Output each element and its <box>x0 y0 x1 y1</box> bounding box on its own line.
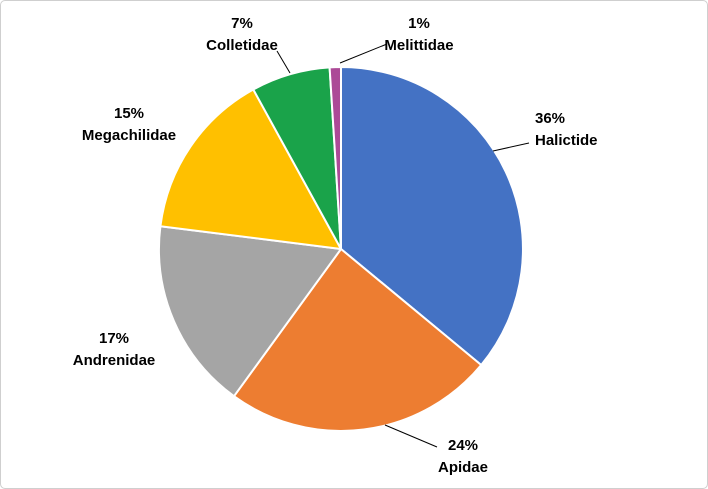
slice-label-colletidae: 7% Colletidae <box>206 15 278 54</box>
slice-label-name: Megachilidae <box>82 127 176 144</box>
pie-slice-andrenidae <box>157 225 342 398</box>
slice-label-halictide: 36% Halictide <box>535 110 598 149</box>
slice-label-apidae: 24% Apidae <box>438 437 488 476</box>
pie-slice-halictide <box>340 66 524 366</box>
leader-line-halictide <box>492 142 530 152</box>
slice-label-name: Melittidae <box>384 37 453 54</box>
slice-label-name: Andrenidae <box>73 352 156 369</box>
leader-line-melittidae <box>339 43 388 64</box>
slice-label-andrenidae: 17% Andrenidae <box>73 330 156 369</box>
pie-slice-melittidae <box>328 66 342 250</box>
pie-slice-megachilidae <box>159 88 342 250</box>
slice-label-percent: 17% <box>99 330 129 347</box>
slice-label-name: Halictide <box>535 132 598 149</box>
slice-label-percent: 36% <box>535 110 565 127</box>
leader-line-apidae <box>384 424 438 448</box>
slice-label-percent: 1% <box>408 15 430 32</box>
leader-line-colletidae <box>276 50 291 74</box>
pie-slice-apidae <box>233 248 483 432</box>
slice-label-megachilidae: 15% Megachilidae <box>82 105 176 144</box>
slice-label-percent: 24% <box>448 437 478 454</box>
slice-label-name: Apidae <box>438 459 488 476</box>
slice-label-melittidae: 1% Melittidae <box>384 15 453 54</box>
slice-label-percent: 7% <box>231 15 253 32</box>
slice-label-name: Colletidae <box>206 37 278 54</box>
slice-label-percent: 15% <box>114 105 144 122</box>
